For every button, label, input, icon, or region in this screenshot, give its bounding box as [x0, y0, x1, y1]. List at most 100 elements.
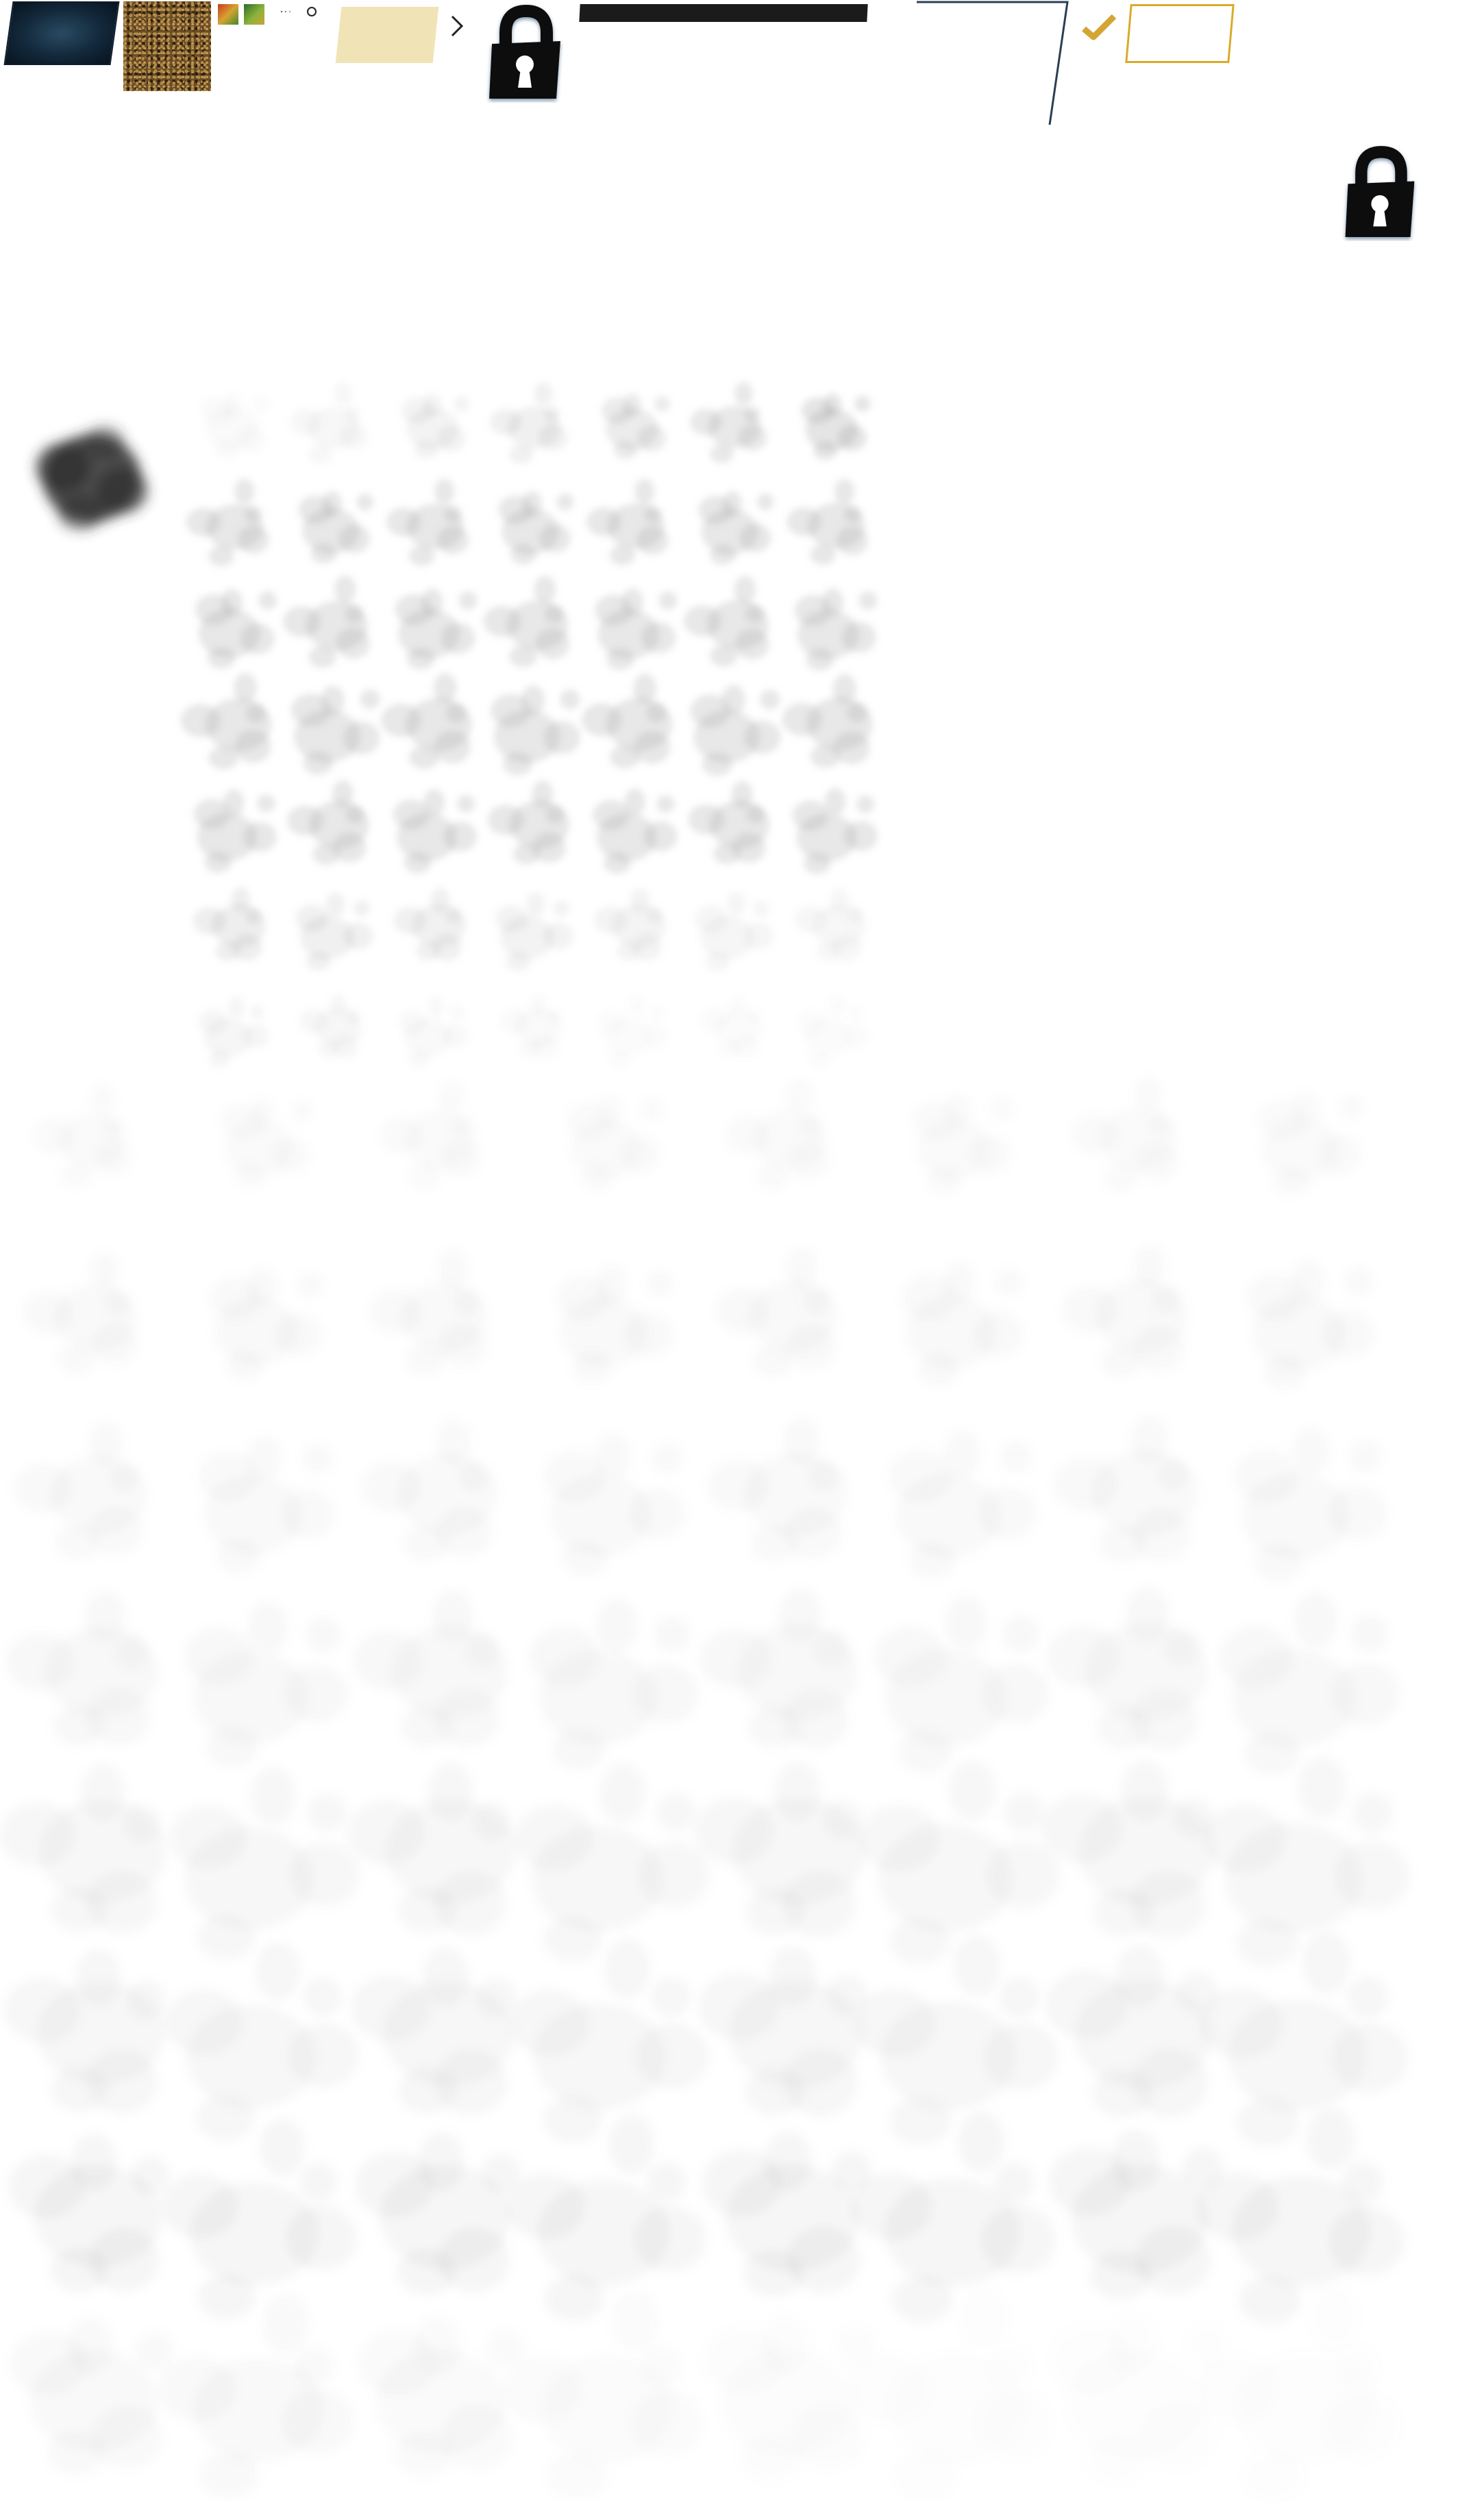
smoke-frame-small — [797, 995, 869, 1068]
smoke-frame-small — [487, 780, 570, 865]
smoke-frame-large — [702, 2131, 872, 2297]
smoke-frame-large — [198, 1435, 336, 1574]
smoke-frame-large — [164, 1942, 360, 2141]
smoke-frame-large — [14, 1421, 148, 1561]
smoke-frame-small — [594, 888, 667, 961]
smoke-frame-small — [690, 684, 781, 776]
smoke-frame-large — [849, 2288, 1052, 2500]
smoke-frame-large — [874, 1596, 1050, 1773]
smoke-frame-large — [1061, 1246, 1188, 1378]
smoke-frame-large — [169, 1766, 360, 1961]
smoke-frame-large — [556, 1265, 673, 1383]
smoke-frame-large — [1045, 1945, 1219, 2118]
smoke-frame-large — [1053, 1415, 1198, 1563]
smoke-frame-small — [180, 673, 272, 770]
smoke-frame-large — [1233, 1426, 1387, 1583]
caret-icon[interactable] — [448, 12, 469, 40]
smoke-frame-small — [381, 673, 472, 769]
smoke-frame-large — [10, 2316, 175, 2476]
smoke-frame-small — [298, 491, 374, 564]
smoke-frame-small — [290, 685, 380, 775]
smoke-frame-large — [360, 1419, 498, 1561]
smoke-frame-small — [483, 575, 570, 667]
smoke-frame-large — [346, 1762, 517, 1936]
smoke-frame-small — [792, 788, 878, 874]
smoke-grid-small — [180, 382, 878, 1068]
smoke-frame-small — [801, 393, 871, 460]
smoke-frame-large — [5, 1591, 158, 1746]
smoke-frame-small — [581, 673, 673, 769]
smoke-frame-small — [690, 382, 767, 464]
smoke-frame-large — [504, 2292, 703, 2499]
smoke-frame-large — [357, 2316, 525, 2478]
smoke-frame-large — [369, 1250, 488, 1376]
smoke-frame-large — [1246, 1260, 1374, 1389]
lock-icon[interactable] — [480, 3, 570, 103]
gradient-swatch-green — [244, 4, 264, 25]
smoke-frame-large — [221, 1098, 313, 1188]
smoke-frame-large — [0, 1763, 167, 1935]
smoke-frame-large — [854, 1935, 1059, 2145]
smoke-frame-small — [490, 382, 568, 464]
smoke-frame-small — [782, 673, 873, 768]
smoke-frame-small — [295, 892, 373, 971]
smoke-frame-large — [161, 2118, 357, 2320]
smoke-frame-small — [195, 589, 277, 669]
smoke-frame-large — [184, 1602, 348, 1768]
smoke-frame-small — [198, 996, 269, 1068]
smoke-frame-small — [794, 888, 867, 961]
smoke-frame-large — [354, 2131, 521, 2295]
smoke-frame-small — [601, 393, 671, 460]
smoke-frame-small — [598, 995, 669, 1068]
smoke-frame-large — [158, 2294, 354, 2498]
smoke-frame-large — [706, 1417, 848, 1562]
bracket-frame — [917, 1, 1069, 125]
check-icon[interactable] — [1080, 11, 1118, 44]
smoke-frame-small — [495, 892, 573, 971]
smoke-frame-small — [491, 685, 580, 776]
smoke-frame-small — [593, 788, 678, 874]
smoke-frame-large — [858, 1759, 1061, 1966]
smoke-grid-large — [0, 1077, 1411, 2501]
smoke-frame-large — [506, 2114, 707, 2322]
smoke-frame-small — [186, 478, 270, 567]
smoke-frame-large — [380, 1082, 480, 1189]
smoke-frame-small — [787, 478, 868, 565]
lock-icon-small[interactable] — [1336, 144, 1424, 241]
smoke-frame-small — [688, 780, 770, 865]
smoke-frame-small — [398, 995, 469, 1068]
smoke-frame-large — [210, 1267, 323, 1380]
smoke-frame-small — [401, 393, 470, 459]
smoke-frame-large — [1048, 2129, 1224, 2300]
smoke-frame-small — [684, 575, 769, 667]
smoke-frame-large — [913, 1093, 1013, 1193]
smoke-frame-large — [697, 1946, 867, 2116]
smoke-frame-large — [850, 2111, 1056, 2323]
smoke-frame-small — [695, 891, 774, 971]
smoke-frame-small — [393, 887, 467, 961]
smoke-frame-large — [34, 1084, 132, 1187]
smoke-frame-large — [726, 1079, 830, 1190]
smoke-frame-large — [23, 1252, 138, 1374]
smoke-frame-small — [794, 588, 878, 671]
dots-icon — [280, 10, 291, 13]
smoke-frame-large — [1219, 1592, 1400, 1776]
smoke-frame-large — [1259, 1091, 1363, 1196]
smoke-frame-large — [1194, 2285, 1401, 2501]
smoke-frame-small — [498, 491, 574, 565]
smoke-frame-large — [888, 1430, 1037, 1580]
smoke-frame-small — [193, 789, 277, 874]
smoke-frame-large — [1041, 1760, 1215, 1939]
smoke-frame-small — [595, 588, 678, 671]
smoke-frame-large — [1203, 1756, 1411, 1968]
smoke-frame-small — [586, 478, 669, 566]
smoke-frame-small — [299, 994, 362, 1059]
smoke-frame-large — [509, 1938, 709, 2143]
smoke-frame-large — [543, 1433, 687, 1577]
smoke-frame-small — [287, 780, 369, 865]
smoke-frame-large — [1046, 1587, 1208, 1751]
smoke-frame-large — [352, 1590, 508, 1747]
smoke-frame-small — [201, 393, 270, 459]
smoke-frame-small — [395, 589, 478, 670]
